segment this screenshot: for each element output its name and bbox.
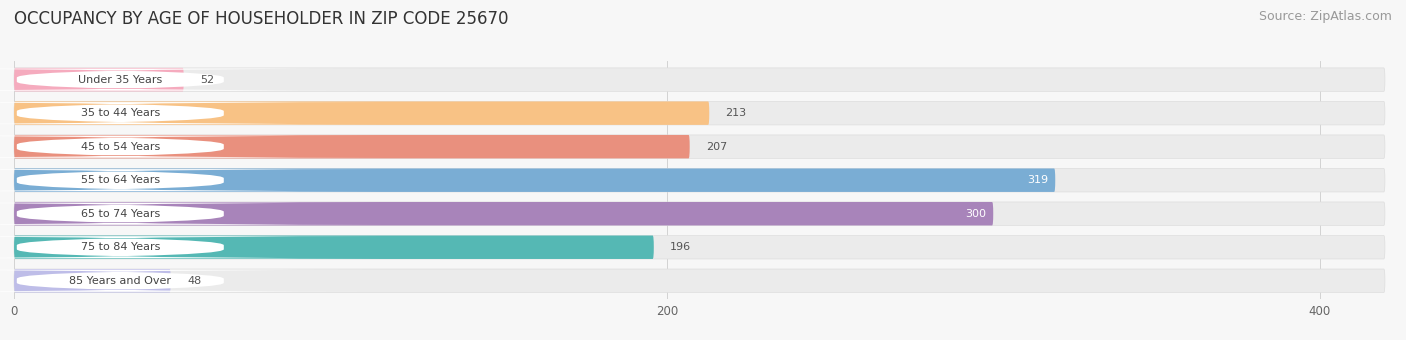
Text: 52: 52 [200,75,214,85]
FancyBboxPatch shape [0,136,385,158]
FancyBboxPatch shape [14,202,1385,225]
FancyBboxPatch shape [0,169,385,191]
Text: Source: ZipAtlas.com: Source: ZipAtlas.com [1258,10,1392,23]
Text: 55 to 64 Years: 55 to 64 Years [80,175,160,185]
Text: 319: 319 [1028,175,1049,185]
FancyBboxPatch shape [0,69,385,91]
FancyBboxPatch shape [0,102,385,124]
FancyBboxPatch shape [0,236,385,258]
FancyBboxPatch shape [14,68,1385,91]
Text: Under 35 Years: Under 35 Years [79,75,163,85]
FancyBboxPatch shape [14,202,993,225]
Text: 75 to 84 Years: 75 to 84 Years [80,242,160,252]
FancyBboxPatch shape [14,101,709,125]
Text: 35 to 44 Years: 35 to 44 Years [80,108,160,118]
FancyBboxPatch shape [0,270,385,292]
FancyBboxPatch shape [14,135,1385,158]
FancyBboxPatch shape [14,168,1056,192]
FancyBboxPatch shape [14,269,170,292]
Text: 213: 213 [725,108,747,118]
Text: 65 to 74 Years: 65 to 74 Years [80,209,160,219]
Text: 85 Years and Over: 85 Years and Over [69,276,172,286]
FancyBboxPatch shape [14,68,184,91]
Text: 207: 207 [706,142,727,152]
FancyBboxPatch shape [14,101,1385,125]
FancyBboxPatch shape [14,236,1385,259]
FancyBboxPatch shape [14,269,1385,292]
Text: 300: 300 [966,209,987,219]
Text: 48: 48 [187,276,201,286]
Text: 45 to 54 Years: 45 to 54 Years [80,142,160,152]
Text: OCCUPANCY BY AGE OF HOUSEHOLDER IN ZIP CODE 25670: OCCUPANCY BY AGE OF HOUSEHOLDER IN ZIP C… [14,10,509,28]
FancyBboxPatch shape [0,203,385,225]
Text: 196: 196 [671,242,692,252]
FancyBboxPatch shape [14,236,654,259]
FancyBboxPatch shape [14,135,690,158]
FancyBboxPatch shape [14,168,1385,192]
